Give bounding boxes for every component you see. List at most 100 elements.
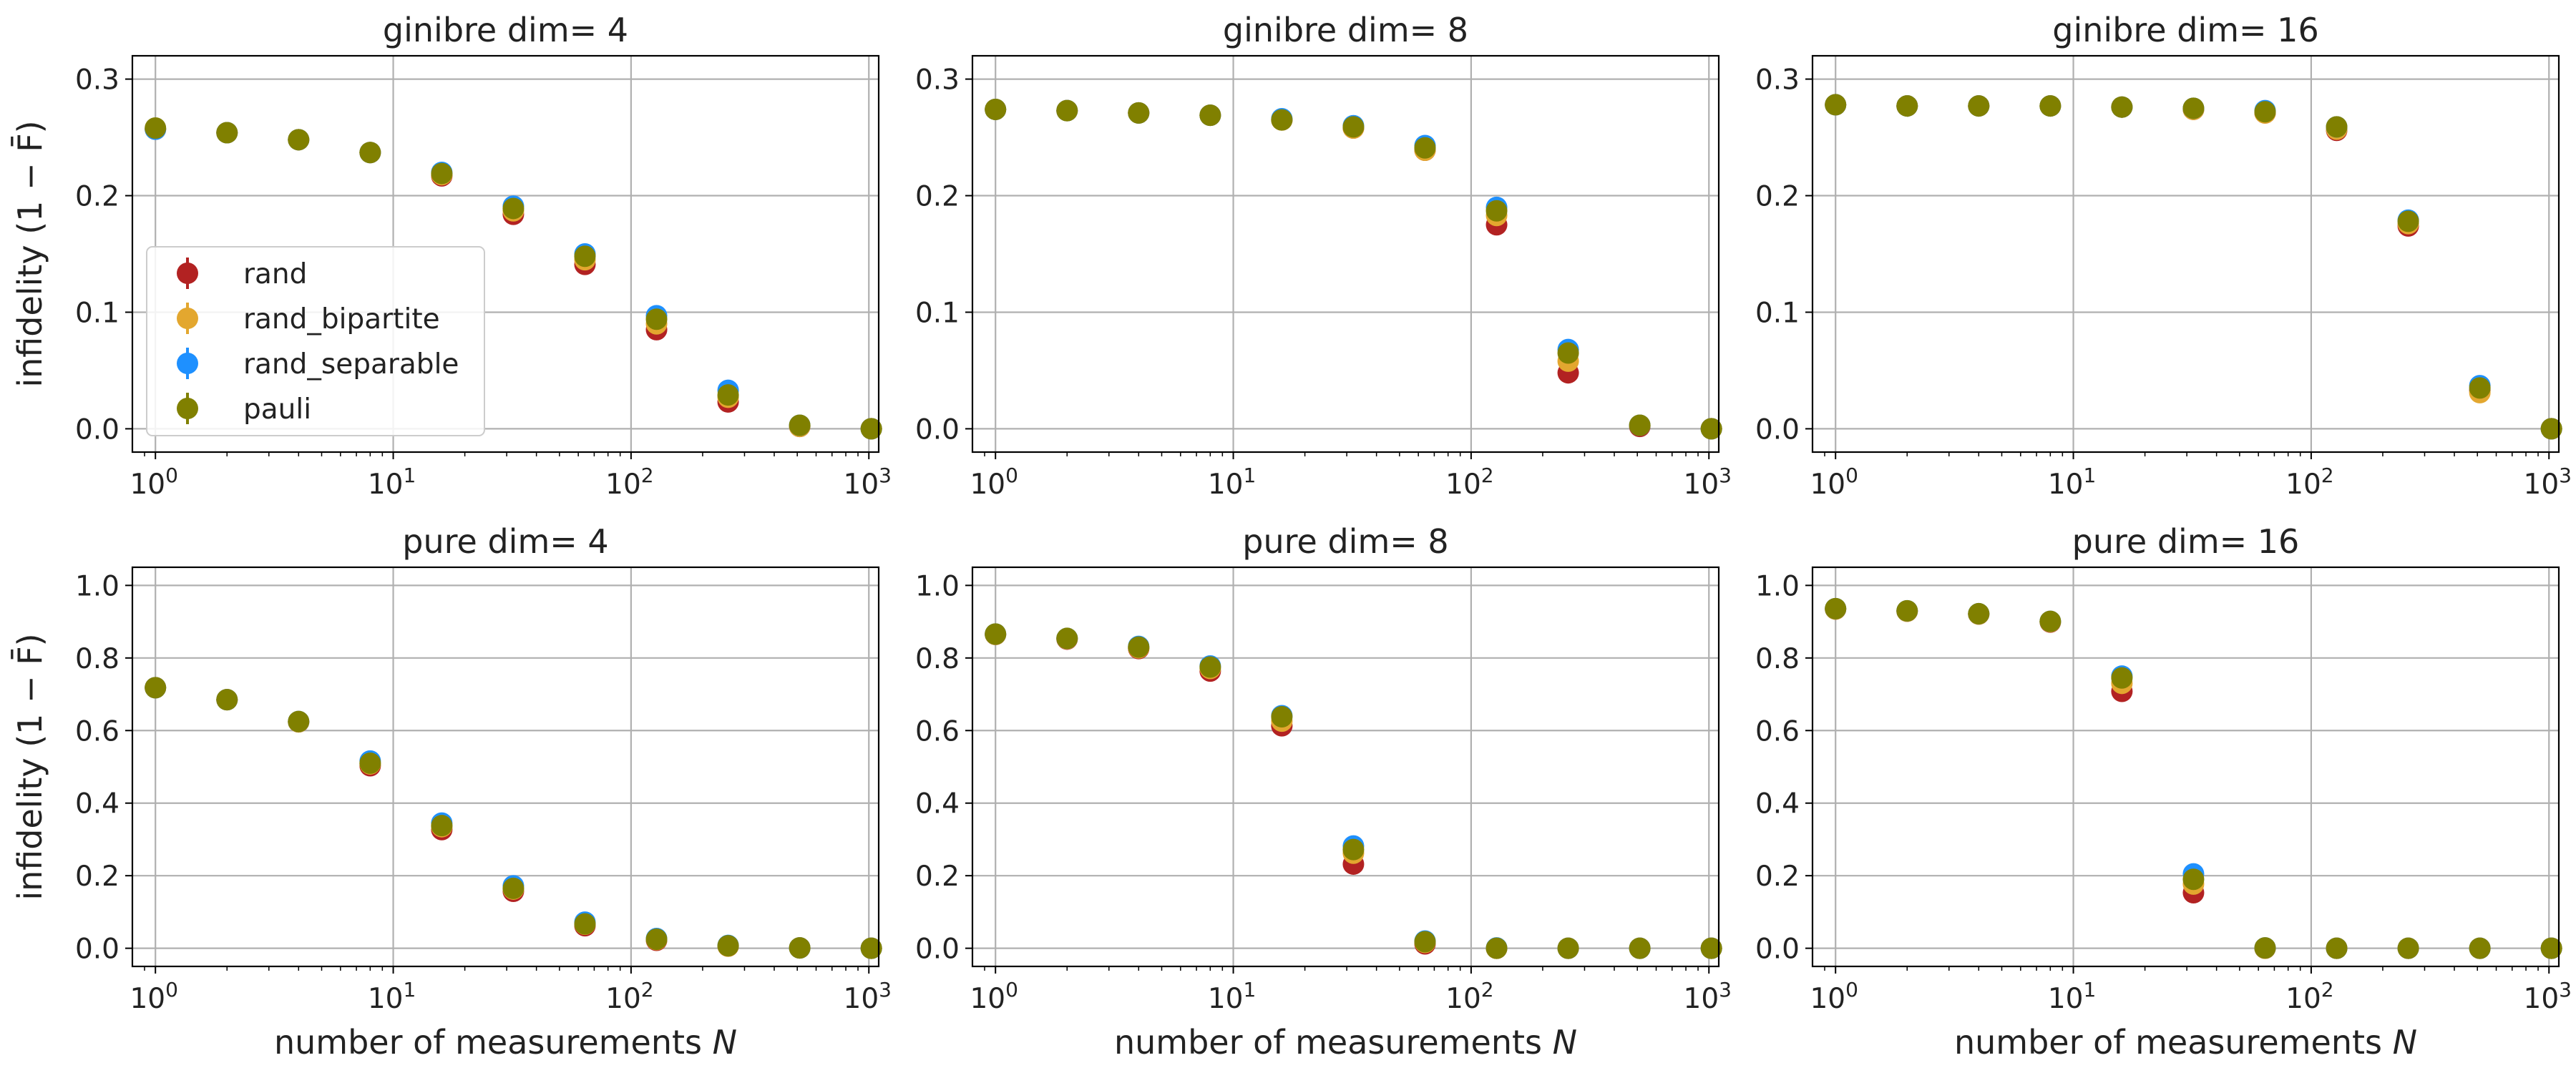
data-point-pauli <box>288 129 310 151</box>
data-point-pauli <box>1271 705 1293 727</box>
plot-area <box>972 56 1719 452</box>
x-tick-label: 101 <box>1208 978 1256 1015</box>
y-tick-label: 0.2 <box>75 861 119 893</box>
y-tick-label: 0.1 <box>1755 297 1800 329</box>
data-point-pauli <box>2111 667 2133 689</box>
axes-frame <box>971 566 1720 968</box>
data-point-pauli <box>1968 602 1990 624</box>
data-point-pauli <box>645 928 668 950</box>
y-tick-label: 0.0 <box>915 934 960 966</box>
data-point-pauli <box>1700 937 1722 959</box>
x-tick-label: 100 <box>1810 978 1858 1015</box>
data-point-pauli <box>431 162 453 185</box>
subplot-6: 0.0 0.2 0.4 0.6 0.8 1.0 100 101 102 103 pure dim= … <box>1755 522 2572 1062</box>
data-point-pauli <box>2540 937 2562 959</box>
axes-frame <box>131 566 880 968</box>
plot-area <box>1813 567 2559 966</box>
x-tick-label: 101 <box>2048 464 2096 501</box>
series-pauli <box>985 623 1722 959</box>
axes-frame <box>1811 54 2560 454</box>
data-point-pauli <box>789 937 811 959</box>
y-tick-label: 0.8 <box>1755 643 1800 675</box>
series-pauli <box>1825 94 2562 440</box>
y-tick-label: 0.6 <box>915 715 960 748</box>
x-axis-label: number of measurements N <box>1954 1023 2417 1062</box>
legend-item-rand_separable: rand_separable <box>177 348 459 381</box>
data-point-pauli <box>1414 931 1436 953</box>
x-tick-label: 102 <box>2285 464 2333 501</box>
axes-frame <box>971 54 1720 454</box>
legend-label: rand_separable <box>243 348 459 381</box>
data-point-pauli <box>574 245 596 268</box>
data-point-pauli <box>717 384 739 406</box>
data-point-pauli <box>789 414 811 436</box>
x-tick-label: 103 <box>844 464 892 501</box>
x-tick-label: 102 <box>605 978 653 1015</box>
data-point-pauli <box>2182 868 2205 891</box>
axes-frame <box>1811 566 2560 968</box>
legend-item-pauli: pauli <box>177 393 311 426</box>
data-point-pauli <box>1700 418 1722 440</box>
data-point-pauli <box>216 689 238 711</box>
subplot-title: ginibre dim= 4 <box>383 11 628 49</box>
data-point-pauli <box>288 710 310 733</box>
data-point-pauli <box>216 122 238 144</box>
subplot-5: 0.0 0.2 0.4 0.6 0.8 1.0 100 101 102 103 pure dim= … <box>915 522 1732 1062</box>
data-point-pauli <box>985 623 1007 645</box>
data-point-pauli <box>717 935 739 957</box>
data-point-pauli <box>1629 937 1651 959</box>
data-point-pauli <box>2397 937 2419 959</box>
x-tick-label: 101 <box>2048 978 2096 1015</box>
data-point-pauli <box>2540 418 2562 440</box>
y-tick-label: 0.0 <box>75 934 119 966</box>
data-point-pauli <box>1825 94 1847 116</box>
x-tick-label: 103 <box>844 978 892 1015</box>
data-point-pauli <box>145 677 167 699</box>
y-tick-label: 0.0 <box>1755 934 1800 966</box>
data-point-pauli <box>1128 636 1150 658</box>
data-point-pauli <box>860 937 882 959</box>
y-tick-label: 0.4 <box>1755 788 1800 820</box>
y-tick-label: 0.2 <box>75 181 119 213</box>
x-tick-label: 100 <box>130 978 177 1015</box>
y-tick-label: 0.2 <box>915 181 960 213</box>
y-tick-label: 0.1 <box>915 297 960 329</box>
x-tick-label: 103 <box>2524 978 2572 1015</box>
y-tick-label: 0.1 <box>75 297 119 329</box>
x-tick-label: 102 <box>1445 978 1493 1015</box>
legend-label: pauli <box>243 393 311 426</box>
y-tick-label: 0.2 <box>1755 181 1800 213</box>
y-tick-label: 0.2 <box>1755 861 1800 893</box>
x-tick-label: 101 <box>368 978 416 1015</box>
subplot-title: ginibre dim= 8 <box>1223 11 1468 49</box>
data-point-pauli <box>860 418 882 440</box>
y-tick-label: 0.8 <box>915 643 960 675</box>
legend-box <box>146 246 485 436</box>
data-point-pauli <box>1896 599 1918 622</box>
x-tick-label: 103 <box>2524 464 2572 501</box>
y-axis-label: infidelity (1 − F̄) <box>11 633 49 900</box>
plot-area <box>1813 56 2559 452</box>
data-point-pauli <box>2469 377 2491 399</box>
data-point-pauli <box>1557 342 1579 364</box>
legend-item-rand: rand <box>177 258 307 290</box>
subplot-title: pure dim= 4 <box>402 522 608 561</box>
data-point-pauli <box>2326 116 2348 138</box>
subplot-title: ginibre dim= 16 <box>2052 11 2318 49</box>
legend-marker <box>177 398 198 419</box>
x-tick-label: 103 <box>1684 978 1732 1015</box>
data-point-pauli <box>1056 627 1078 650</box>
y-tick-label: 0.6 <box>1755 715 1800 748</box>
legend-label: rand_bipartite <box>243 303 440 335</box>
y-tick-label: 0.3 <box>915 64 960 97</box>
x-axis-label: number of measurements N <box>1114 1023 1577 1062</box>
y-tick-label: 1.0 <box>75 570 119 602</box>
data-point-pauli <box>2039 95 2062 117</box>
data-point-pauli <box>502 197 525 220</box>
data-point-pauli <box>2254 937 2276 959</box>
data-point-pauli <box>1342 116 1365 138</box>
data-point-pauli <box>1271 109 1293 131</box>
data-point-pauli <box>1056 99 1078 122</box>
data-point-pauli <box>1199 656 1221 678</box>
